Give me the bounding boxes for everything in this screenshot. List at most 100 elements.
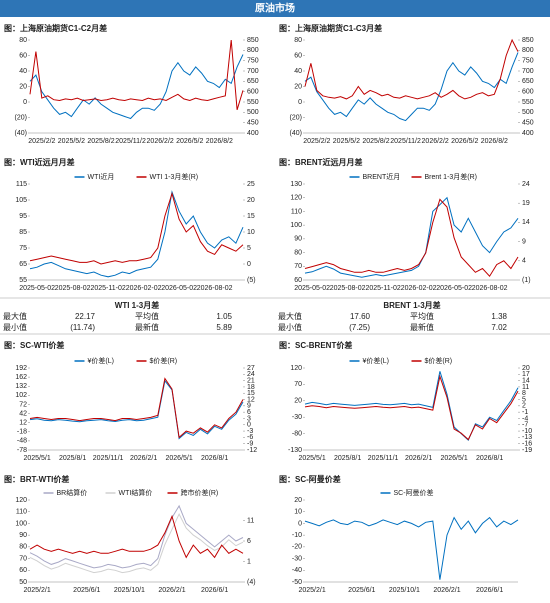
table-label: 平均值 (410, 311, 434, 321)
x-tick-label: 2025/2/2 (28, 138, 55, 145)
series-line (304, 516, 519, 580)
x-tick-label: 2026/8/2 (206, 138, 233, 145)
y-tick-label: 42 (19, 410, 27, 417)
y2-tick-label: 15 (247, 213, 255, 220)
y2-tick-label: 9 (522, 238, 526, 245)
x-tick-label: 2025/5/2 (333, 138, 360, 145)
y2-tick-label: 500 (522, 109, 534, 116)
y2-tick-label: 0 (247, 422, 251, 429)
y2-tick-label: 5 (522, 396, 526, 403)
y-tick-label: -80 (292, 430, 302, 437)
y2-tick-label: 20 (522, 365, 530, 372)
legend-label: WTI结算价 (119, 488, 153, 497)
y-tick-label: 75 (19, 245, 27, 252)
y-tick-label: 60 (294, 52, 302, 59)
y-tick-label: -10 (292, 532, 302, 539)
x-tick-label: 2025/6/1 (73, 587, 100, 594)
y2-tick-label: 11 (247, 517, 254, 524)
y-tick-label: 20 (294, 497, 302, 504)
y2-tick-label: 400 (522, 130, 534, 137)
y-tick-label: 60 (294, 277, 302, 284)
x-tick-label: 2025/5/2 (58, 138, 85, 145)
table-label: 最新值 (135, 322, 159, 332)
y-tick-label: -18 (17, 429, 27, 436)
y-tick-label: 72 (19, 401, 27, 408)
y2-tick-label: 750 (522, 58, 534, 65)
x-tick-label: 2026-08-02 (472, 285, 508, 292)
y2-tick-label: 750 (247, 58, 259, 65)
x-tick-label: 2026-05-02 (161, 285, 197, 292)
legend-label: WTI近月 (88, 172, 115, 181)
y-tick-label: 0 (298, 520, 302, 527)
y2-tick-label: -12 (247, 447, 257, 454)
series-line (29, 377, 244, 439)
table-label: 最大值 (3, 311, 27, 321)
y2-tick-label: 700 (247, 68, 259, 75)
y2-tick-label: -16 (522, 441, 532, 448)
table-value: (7.25) (349, 323, 370, 332)
y-tick-label: -40 (292, 567, 302, 574)
x-tick-label: 2026/8/1 (201, 455, 228, 462)
y2-tick-label: -10 (522, 428, 532, 435)
y2-tick-label: 850 (247, 37, 259, 44)
x-tick-label: 2025-11-02 (365, 285, 400, 292)
y-tick-label: 20 (19, 83, 27, 90)
x-tick-label: 2026-02-02 (126, 285, 162, 292)
x-tick-label: 2025-11-02 (90, 285, 125, 292)
y2-tick-label: 27 (247, 365, 255, 372)
y2-tick-label: 1 (247, 558, 251, 565)
y2-tick-label: -3 (247, 428, 253, 435)
y-tick-label: 12 (19, 420, 27, 427)
table-value: 1.38 (491, 312, 507, 321)
series-line (29, 512, 244, 574)
y2-tick-label: 3 (247, 415, 251, 422)
table-value: 5.89 (216, 323, 232, 332)
y2-tick-label: 6 (247, 538, 251, 545)
y-tick-label: (40) (290, 130, 302, 137)
y2-tick-label: 2 (522, 403, 526, 410)
y-tick-label: 80 (19, 37, 27, 44)
x-tick-label: 2026-05-02 (436, 285, 472, 292)
series-line (304, 52, 519, 122)
x-tick-label: 2026/8/2 (481, 138, 508, 145)
y2-tick-label: -13 (522, 434, 532, 441)
y2-tick-label: 11 (522, 384, 529, 391)
y2-tick-label: 17 (522, 371, 530, 378)
x-tick-label: 2026-02-02 (401, 285, 437, 292)
table-title: WTI 1-3月差 (115, 300, 159, 310)
table-label: 最大值 (278, 311, 302, 321)
series-line (304, 374, 519, 441)
y2-tick-label: 500 (247, 109, 259, 116)
x-tick-label: 2025/8/2 (362, 138, 389, 145)
y-tick-label: 20 (294, 83, 302, 90)
y2-tick-label: 5 (247, 245, 251, 252)
x-tick-label: 2025/2/2 (303, 138, 330, 145)
y2-tick-label: 20 (247, 197, 255, 204)
table-value: (11.74) (70, 323, 95, 332)
x-tick-label: 2025/6/1 (348, 587, 375, 594)
y2-tick-label: -19 (522, 447, 532, 454)
y-tick-label: 0 (23, 99, 27, 106)
table-value: 17.60 (350, 312, 371, 321)
y2-tick-label: 19 (522, 200, 530, 207)
y-tick-label: 115 (16, 181, 27, 188)
chart-title: 图：WTI近远月月差 (4, 157, 75, 167)
y-tick-label: 80 (294, 249, 302, 256)
x-tick-label: 2025/11/1 (93, 455, 124, 462)
x-tick-label: 2026/6/1 (476, 587, 503, 594)
y-tick-label: 80 (19, 544, 27, 551)
y-tick-label: (20) (15, 114, 27, 121)
y2-tick-label: -4 (522, 415, 528, 422)
legend-label: WTI 1-3月差(R) (150, 172, 199, 181)
header-bar (0, 0, 550, 17)
y-tick-label: 70 (294, 263, 302, 270)
y-tick-label: 70 (19, 555, 27, 562)
x-tick-label: 2025/2/1 (298, 587, 325, 594)
y-tick-label: -48 (17, 438, 27, 445)
y2-tick-label: 14 (522, 219, 530, 226)
y2-tick-label: 450 (522, 120, 534, 127)
legend-label: BR结算价 (57, 488, 88, 497)
y2-tick-label: 450 (247, 120, 259, 127)
x-tick-label: 2025/10/1 (389, 587, 420, 594)
x-tick-label: 2025-05-02 (294, 285, 330, 292)
